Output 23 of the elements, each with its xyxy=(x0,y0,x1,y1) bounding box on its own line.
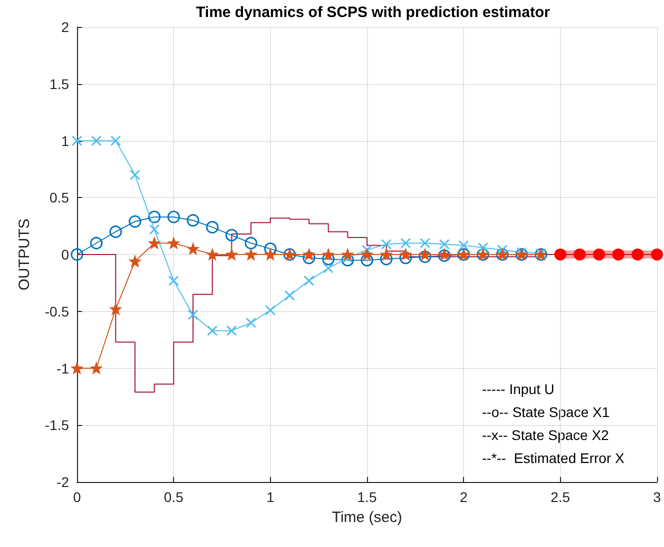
y-tick-label: 0.5 xyxy=(50,190,70,206)
y-tick-label: -2 xyxy=(56,474,70,490)
y-tick-label: -1 xyxy=(56,360,70,376)
y-axis-title: OUTPUTS xyxy=(16,218,33,290)
y-tick-label: 1 xyxy=(61,132,70,149)
chart-title: Time dynamics of SCPS with prediction estimator xyxy=(196,4,550,21)
annotation: ----- Input U xyxy=(482,381,554,397)
x-tick-label: 2 xyxy=(460,489,468,505)
x-tick-label: 0.5 xyxy=(164,489,184,505)
x-tick-label: 0 xyxy=(73,489,82,505)
y-tick-label: 2 xyxy=(61,19,70,35)
x-tick-label: 1 xyxy=(266,489,274,505)
x-tick-label: 2.5 xyxy=(550,489,570,505)
x-tick-label: 1.5 xyxy=(357,489,377,505)
annotation: --x-- State Space X2 xyxy=(482,427,610,443)
x-axis-title: Time (sec) xyxy=(332,509,402,526)
y-tick-label: -0.5 xyxy=(44,303,70,320)
y-tick-label: 1.5 xyxy=(50,76,70,92)
annotation: --*-- Estimated Error X xyxy=(482,450,626,466)
x-tick-label: 3 xyxy=(653,489,662,505)
y-tick-label: 0 xyxy=(61,246,70,262)
y-tick-label: -1.5 xyxy=(44,417,70,434)
annotation: --o-- State Space X1 xyxy=(482,404,610,420)
